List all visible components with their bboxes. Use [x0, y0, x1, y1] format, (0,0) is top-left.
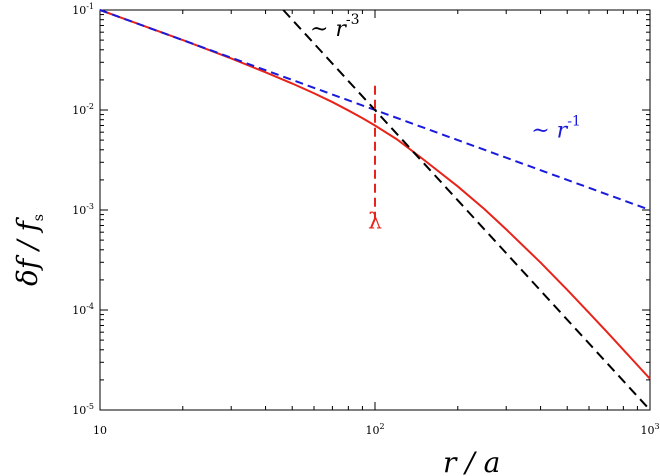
annotation-layer: ~ r-3 ~ r-1 λ [310, 12, 581, 235]
series-layer [99, 9, 651, 411]
y-tick-label: 10-1 [72, 2, 94, 17]
y-tick-label: 10-3 [72, 202, 94, 217]
x-tick-label: 102 [365, 422, 384, 437]
y-tick-label: 10-2 [72, 102, 94, 117]
y-tick-label: 10-5 [72, 402, 94, 417]
annotation-lambda: λ [368, 210, 382, 235]
y-axis-ticks: 10-1 10-2 10-3 10-4 10-5 [72, 2, 650, 417]
series-full-solution [99, 9, 651, 380]
annotation-r-3: ~ r-3 [310, 12, 360, 42]
x-tick-label: 103 [640, 422, 659, 437]
y-axis-title: δf / fs [11, 214, 47, 286]
x-axis-ticks: 10 102 103 [93, 10, 660, 437]
annotation-r-1: ~ r-1 [531, 114, 581, 144]
x-axis-title: r / a [443, 446, 500, 476]
x-tick-label: 10 [93, 424, 107, 437]
y-tick-label: 10-4 [72, 302, 94, 317]
series-r-3-asymptote [282, 9, 651, 411]
